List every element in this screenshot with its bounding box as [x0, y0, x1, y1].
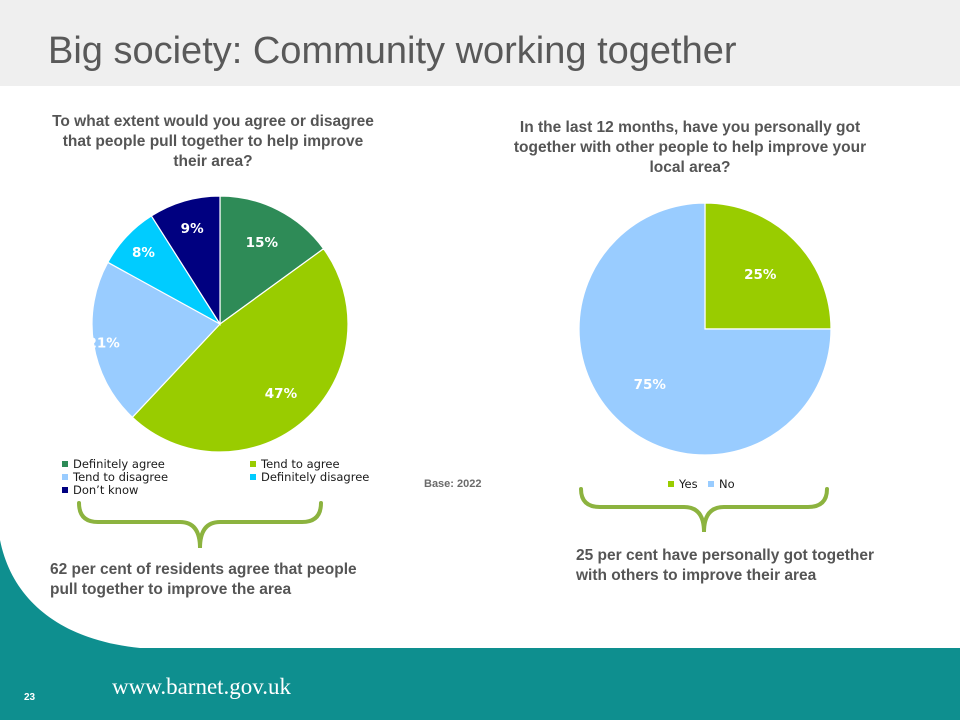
agree-pie-label-definitely-disagree: 8%: [132, 245, 155, 261]
agree-pie-slice-definitely-agree: [219, 195, 325, 326]
agree-legend-swatch-definitely-disagree: [250, 474, 256, 480]
agree-legend-swatch-tend-to-agree: [250, 461, 256, 467]
together-legend-label-no: No: [719, 477, 735, 491]
footer-band: [0, 540, 960, 720]
agree-legend-swatch-tend-to-disagree: [62, 474, 68, 480]
together-legend-swatch-yes: [668, 481, 674, 487]
agree-legend-item-tend-to-agree: Tend to agree: [250, 457, 340, 471]
together-pie-slice-no: [578, 202, 832, 456]
left-curly-brace: [77, 501, 323, 549]
together-pie-slice-yes: [704, 202, 832, 330]
page-title: Big society: Community working together: [48, 30, 737, 72]
agree-pie-label-definitely-agree: 15%: [246, 235, 279, 251]
title-band: [0, 0, 960, 86]
agree-legend-item-definitely-disagree: Definitely disagree: [250, 470, 369, 484]
got-together-pie-chart: 25% 75%: [578, 202, 832, 456]
agree-pie-slice-don-t-know: [150, 195, 221, 327]
agree-pie-label-tend-to-agree: 47%: [265, 386, 298, 402]
right-summary-text: 25 per cent have personally got together…: [576, 547, 875, 584]
left-chart-question: To what extent would you agree or disagr…: [52, 113, 374, 170]
agree-legend-item-definitely-agree: Definitely agree: [62, 457, 165, 471]
agree-legend-item-don-t-know: Don’t know: [62, 483, 138, 497]
agree-disagree-pie-chart: 15% 47% 21% 8% 9%: [88, 195, 349, 453]
agree-legend-label-definitely-disagree: Definitely disagree: [261, 470, 370, 484]
left-summary-text: 62 per cent of residents agree that peop…: [50, 561, 357, 598]
agree-pie-label-tend-to-disagree: 21%: [88, 335, 121, 351]
agree-pie-slice-tend-to-disagree: [91, 261, 221, 419]
base-note: Base: 2022: [424, 478, 482, 490]
agree-legend-label-definitely-agree: Definitely agree: [73, 457, 165, 471]
agree-legend-label-tend-to-agree: Tend to agree: [261, 457, 340, 471]
right-chart-question: In the last 12 months, have you personal…: [513, 119, 867, 176]
agree-pie-slice-tend-to-agree: [131, 247, 349, 453]
together-legend-label-yes: Yes: [679, 477, 698, 491]
agree-pie-label-don-t-know: 9%: [181, 221, 204, 237]
together-legend-item-yes: Yes: [668, 477, 698, 491]
together-legend-swatch-no: [708, 481, 714, 487]
together-legend-item-no: No: [708, 477, 735, 491]
agree-legend-item-tend-to-disagree: Tend to disagree: [62, 470, 168, 484]
together-pie-label-no: 75%: [634, 377, 667, 393]
page-number: 23: [24, 692, 36, 703]
agree-disagree-legend: Definitely agree Tend to agree Tend to dis…: [62, 457, 402, 499]
agree-legend-swatch-don-t-know: [62, 487, 68, 493]
together-pie-label-yes: 25%: [744, 267, 777, 283]
right-curly-brace: [579, 487, 829, 533]
agree-legend-swatch-definitely-agree: [62, 461, 68, 467]
agree-legend-label-don-t-know: Don’t know: [73, 483, 139, 497]
agree-legend-label-tend-to-disagree: Tend to disagree: [73, 470, 169, 484]
got-together-legend: Yes No: [668, 477, 788, 493]
footer-website-url: www.barnet.gov.uk: [112, 674, 292, 699]
